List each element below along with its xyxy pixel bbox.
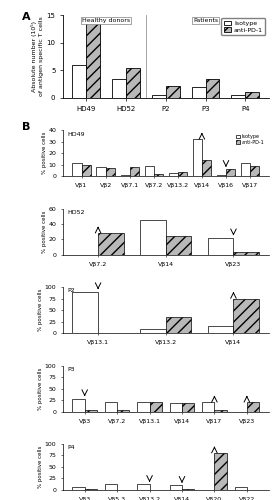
Bar (233, 252, 259, 254)
Bar (241, 162, 250, 176)
Bar (245, 92, 259, 98)
Bar (202, 160, 211, 176)
Bar (193, 140, 202, 176)
Bar (86, 20, 100, 98)
Bar (117, 410, 129, 412)
Bar (192, 87, 206, 98)
Bar (85, 489, 97, 490)
Y-axis label: % positive cells: % positive cells (38, 289, 43, 332)
Y-axis label: % positive cells: % positive cells (42, 132, 47, 174)
Text: A: A (22, 12, 30, 22)
Bar (137, 484, 150, 490)
Bar (72, 64, 86, 98)
Bar (208, 238, 233, 254)
Bar (105, 484, 117, 490)
Bar (247, 402, 259, 411)
Bar (152, 95, 166, 98)
Y-axis label: % positive cells: % positive cells (38, 446, 43, 488)
Bar (137, 402, 150, 411)
Text: P4: P4 (67, 446, 75, 450)
Text: Patients: Patients (193, 18, 218, 23)
Bar (182, 404, 194, 411)
Y-axis label: % positive cells: % positive cells (42, 210, 47, 253)
Legend: Isotype, anti-PD-1: Isotype, anti-PD-1 (221, 18, 266, 35)
Text: B: B (22, 122, 30, 132)
Bar (72, 487, 85, 490)
Bar (130, 167, 139, 176)
Bar (72, 162, 81, 176)
Bar (105, 402, 117, 411)
Bar (166, 86, 180, 98)
Bar (182, 489, 194, 490)
Bar (166, 236, 192, 255)
Bar (96, 167, 105, 176)
Bar (98, 233, 124, 254)
Bar (206, 78, 219, 98)
Bar (81, 165, 91, 176)
Bar (169, 173, 178, 176)
Bar (170, 486, 182, 490)
Bar (145, 166, 154, 176)
Text: HD49: HD49 (67, 132, 85, 136)
Bar (170, 404, 182, 411)
Bar (112, 78, 126, 98)
Bar (126, 68, 140, 98)
Text: HD52: HD52 (67, 210, 85, 215)
Text: Healthy donors: Healthy donors (82, 18, 130, 23)
Bar (231, 95, 245, 98)
Y-axis label: % positive cells: % positive cells (38, 368, 43, 410)
Bar (72, 398, 85, 411)
Bar (85, 410, 97, 412)
Bar (233, 298, 259, 333)
Bar (208, 326, 233, 333)
Bar (140, 330, 166, 333)
Bar (178, 172, 187, 176)
Bar (140, 220, 166, 254)
Bar (105, 168, 115, 176)
Bar (121, 175, 130, 176)
Y-axis label: Absolute number (10⁵)
of antigen specific T cells: Absolute number (10⁵) of antigen specifi… (32, 16, 44, 96)
Text: P2: P2 (67, 288, 75, 294)
Bar (215, 453, 227, 490)
Bar (72, 292, 98, 333)
Bar (217, 175, 226, 176)
Bar (250, 166, 259, 176)
Text: P3: P3 (67, 367, 75, 372)
Bar (150, 402, 162, 411)
Bar (226, 170, 235, 176)
Bar (202, 402, 215, 411)
Bar (235, 487, 247, 490)
Legend: Isotype, anti-PD-1: Isotype, anti-PD-1 (234, 132, 266, 146)
Bar (154, 174, 163, 176)
Bar (215, 410, 227, 412)
Bar (166, 317, 192, 333)
